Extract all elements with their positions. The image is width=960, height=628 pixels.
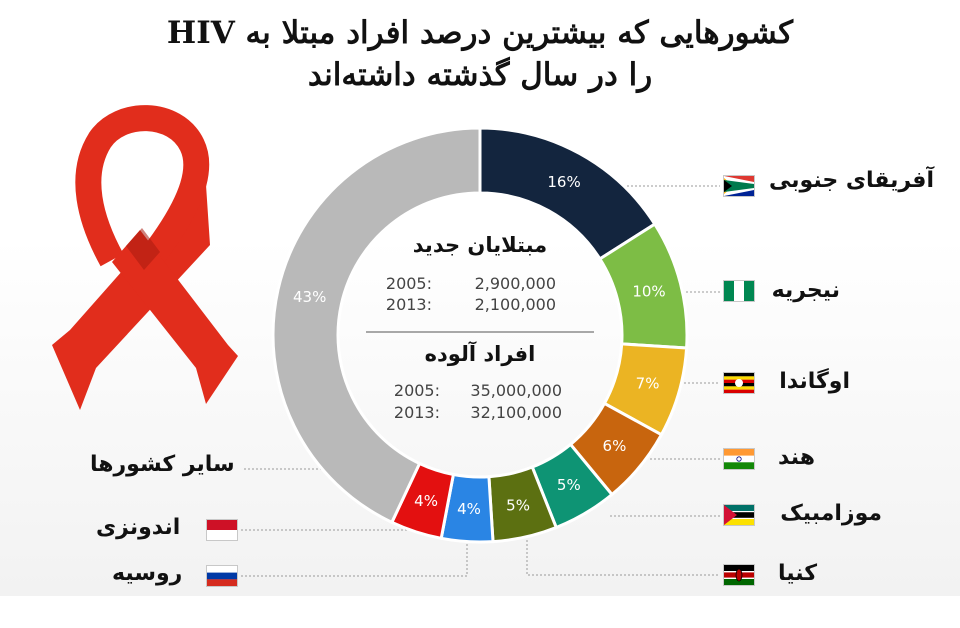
slice-value-labels: 16% 10% 7% 6% 5% 5% 4% 4% 43% (293, 173, 666, 518)
chart-title-line-2: را در سال گذشته داشته‌اند (307, 57, 653, 93)
nigeria-flag-icon (724, 281, 754, 301)
uganda-flag-icon (724, 373, 754, 393)
slice-value-label-indonesia: 4% (414, 492, 438, 510)
kenya-flag-icon (724, 565, 754, 585)
legend-label-indonesia: اندونزی (96, 515, 181, 540)
legend-label-other-countries: سایر کشورها (90, 452, 235, 477)
donut-slice-other-countries (271, 126, 482, 525)
mozambique-flag-icon (724, 505, 754, 525)
slice-value-label-russia: 4% (457, 500, 481, 518)
infected-heading: افراد آلوده (425, 341, 536, 366)
legend-label-mozambique: موزامبیک (780, 501, 882, 526)
donut-slices (271, 126, 689, 544)
infected-year-2013: 2013: (394, 403, 440, 422)
new-cases-value-2005: 2,900,000 (475, 274, 556, 293)
leader-line-kenya (526, 540, 720, 576)
chart-title-line-1: کشورهایی که بیشترین درصد افراد مبتلا به … (166, 15, 794, 51)
new-cases-heading: مبتلایان جدید (413, 233, 547, 257)
slice-value-label-kenya: 5% (506, 496, 530, 514)
new-cases-year-2013: 2013: (386, 295, 432, 314)
new-cases-value-2013: 2,100,000 (475, 295, 556, 314)
infected-value-2013: 32,100,000 (470, 403, 562, 422)
slice-value-label-south-africa: 16% (547, 173, 580, 191)
slice-value-label-mozambique: 5% (557, 476, 581, 494)
legend-label-uganda: اوگاندا (779, 369, 850, 394)
russia-flag-icon (207, 566, 237, 586)
slice-value-label-other-countries: 43% (293, 288, 326, 306)
south-africa-flag-icon (724, 176, 754, 196)
legend-label-nigeria: نیجریه (771, 278, 840, 303)
slice-value-label-uganda: 7% (636, 375, 660, 393)
infected-value-2005: 35,000,000 (470, 381, 562, 400)
indonesia-flag-icon (207, 520, 237, 540)
slice-value-label-india: 6% (603, 437, 627, 455)
legend-label-russia: روسیه (112, 561, 183, 586)
slice-value-label-nigeria: 10% (632, 283, 665, 301)
legend-label-south-africa: آفریقای جنوبی (769, 168, 934, 193)
leader-lines (241, 185, 720, 577)
chart-title: کشورهایی که بیشترین درصد افراد مبتلا به … (0, 12, 960, 96)
leader-line-russia (241, 540, 468, 577)
india-flag-icon (724, 449, 754, 469)
infected-year-2005: 2005: (394, 381, 440, 400)
new-cases-year-2005: 2005: (386, 274, 432, 293)
legend-label-india: هند (778, 445, 815, 470)
legend-label-kenya: کنیا (777, 561, 817, 586)
